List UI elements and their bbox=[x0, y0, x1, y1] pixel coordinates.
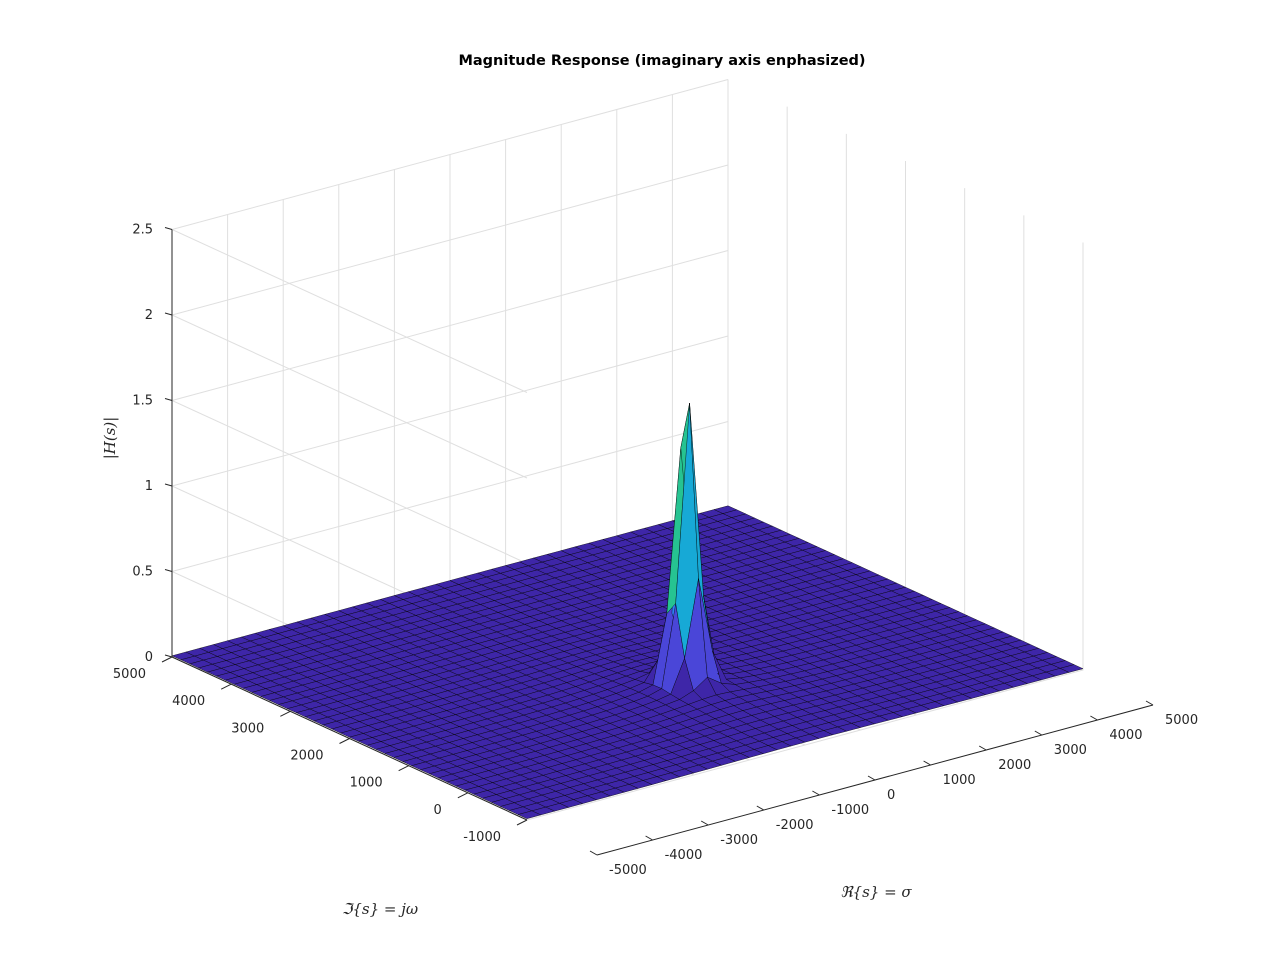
surface-plot bbox=[171, 403, 1084, 819]
y-gridline bbox=[526, 242, 1084, 821]
x-tick-label: 2000 bbox=[998, 758, 1031, 773]
x-axis-title: ℜ{s} = σ bbox=[840, 883, 912, 901]
surface-patch bbox=[1059, 664, 1084, 673]
y-tick-label: 5000 bbox=[113, 667, 146, 682]
y-tick-label: 3000 bbox=[231, 721, 264, 736]
x-tick-label: 5000 bbox=[1165, 713, 1198, 728]
y-tick-label: -1000 bbox=[463, 830, 501, 845]
y-tick-label: 1000 bbox=[350, 776, 383, 791]
x-tick-mark bbox=[812, 790, 820, 796]
z-tick-label: 0.5 bbox=[132, 565, 153, 580]
z-tick-mark bbox=[164, 483, 173, 487]
chart-title: Magnitude Response (imaginary axis enpha… bbox=[458, 53, 865, 69]
y-tick-mark bbox=[339, 738, 350, 744]
x-tick-label: -1000 bbox=[831, 803, 869, 818]
x-tick-mark bbox=[1145, 700, 1154, 706]
z-tick-mark bbox=[164, 569, 173, 572]
axes-lines bbox=[161, 227, 1154, 856]
x-tick-label: -2000 bbox=[776, 818, 814, 833]
x-tick-mark bbox=[756, 805, 765, 811]
x-tick-label: -3000 bbox=[720, 833, 758, 848]
x-tick-mark bbox=[700, 820, 709, 826]
z-axis-title: |H(s)| bbox=[101, 417, 119, 460]
z-tick-label: 2.5 bbox=[132, 223, 153, 238]
z-tick-label: 1 bbox=[145, 479, 153, 494]
x-tick-mark bbox=[1090, 715, 1098, 721]
x-tick-mark bbox=[645, 835, 653, 841]
y-axis-title: ℑ{s} = jω bbox=[342, 900, 418, 918]
z-tick-label: 1.5 bbox=[132, 394, 153, 409]
x-tick-mark bbox=[923, 760, 931, 766]
z-tick-mark bbox=[164, 312, 173, 316]
z-tick-mark bbox=[164, 654, 173, 658]
x-tick-label: 0 bbox=[887, 788, 895, 803]
z-tick-mark bbox=[164, 398, 173, 401]
x-tick-label: 1000 bbox=[943, 773, 976, 788]
y-tick-label: 4000 bbox=[172, 694, 205, 709]
x-tick-mark bbox=[867, 775, 876, 781]
axes-labels: 0 0.5 1 1.5 2 2.5 -5000 -4000 -3000 -2000 -1000 0 10… bbox=[113, 223, 1198, 879]
z-tick-label: 0 bbox=[145, 650, 153, 665]
y-tick-mark bbox=[220, 683, 232, 690]
x-tick-mark bbox=[978, 745, 987, 751]
x-tick-label: -4000 bbox=[665, 848, 703, 863]
y-tick-label: 0 bbox=[434, 803, 442, 818]
y-tick-label: 2000 bbox=[290, 749, 323, 764]
x-tick-label: 3000 bbox=[1054, 743, 1087, 758]
y-tick-mark bbox=[457, 792, 469, 799]
y-tick-mark bbox=[280, 710, 291, 717]
x-tick-label: 4000 bbox=[1109, 728, 1142, 743]
x-tick-label: -5000 bbox=[609, 863, 647, 878]
z-tick-label: 2 bbox=[145, 308, 153, 323]
z-tick-mark bbox=[164, 227, 173, 230]
y-tick-mark bbox=[516, 819, 528, 826]
y-tick-mark bbox=[161, 656, 173, 663]
y-tick-mark bbox=[398, 765, 409, 772]
x-tick-mark bbox=[589, 850, 598, 856]
x-tick-mark bbox=[1034, 730, 1043, 736]
